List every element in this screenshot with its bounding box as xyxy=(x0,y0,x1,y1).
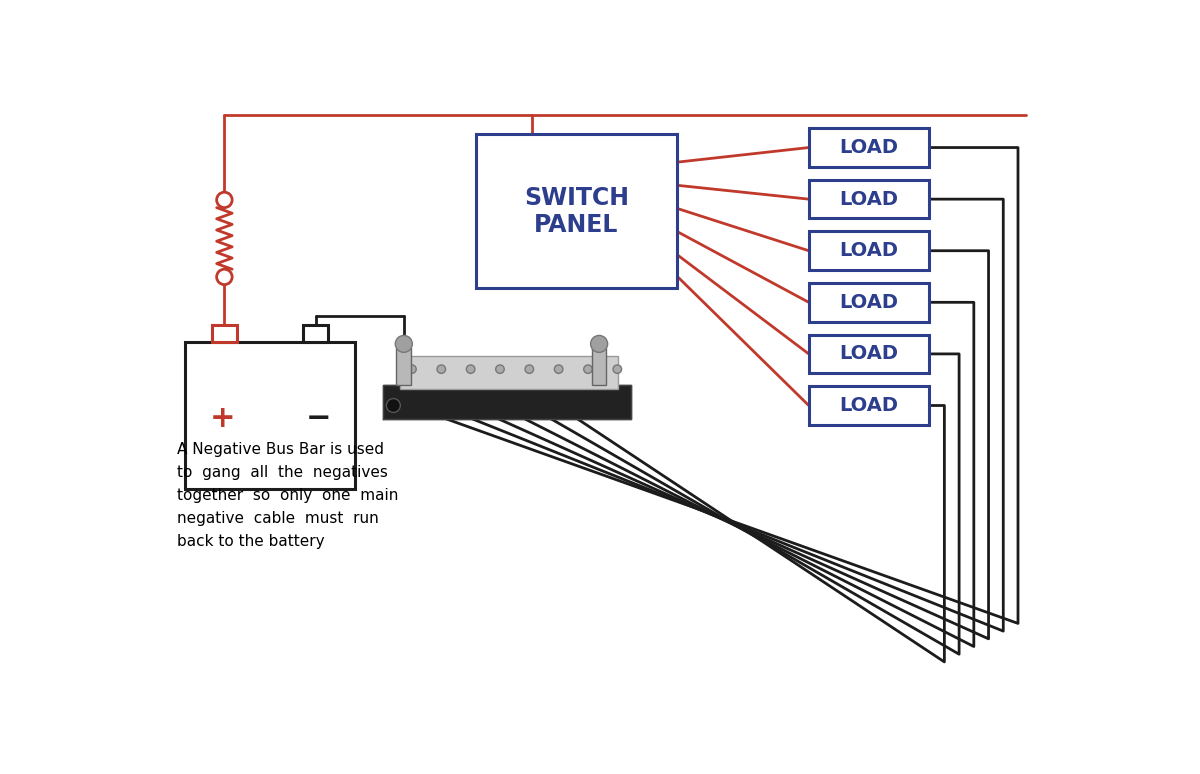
Bar xyxy=(400,356,618,389)
Bar xyxy=(809,180,929,218)
Circle shape xyxy=(217,192,232,207)
Circle shape xyxy=(526,365,534,373)
Bar xyxy=(304,325,329,342)
Text: LOAD: LOAD xyxy=(839,344,899,364)
Text: A Negative Bus Bar is used
to  gang  all  the  negatives
together  so  only  one: A Negative Bus Bar is used to gang all t… xyxy=(178,443,398,549)
Circle shape xyxy=(217,269,232,285)
Circle shape xyxy=(554,365,563,373)
Circle shape xyxy=(613,365,622,373)
Circle shape xyxy=(583,365,593,373)
Circle shape xyxy=(590,335,607,352)
Bar xyxy=(475,135,677,289)
Bar xyxy=(809,334,929,373)
Bar xyxy=(809,128,929,167)
Text: +: + xyxy=(209,404,235,433)
Circle shape xyxy=(437,365,445,373)
Text: LOAD: LOAD xyxy=(839,241,899,260)
Circle shape xyxy=(395,335,413,352)
Bar xyxy=(396,348,412,385)
Bar xyxy=(185,342,355,488)
Text: LOAD: LOAD xyxy=(839,138,899,157)
Text: LOAD: LOAD xyxy=(839,293,899,312)
Text: SWITCH
PANEL: SWITCH PANEL xyxy=(523,186,629,238)
Text: LOAD: LOAD xyxy=(839,396,899,415)
Bar xyxy=(809,231,929,270)
Text: −: − xyxy=(306,404,331,433)
Circle shape xyxy=(496,365,504,373)
Bar xyxy=(809,283,929,321)
Polygon shape xyxy=(383,385,630,420)
Bar xyxy=(592,348,606,385)
Bar xyxy=(809,386,929,425)
Circle shape xyxy=(467,365,475,373)
Bar xyxy=(212,325,236,342)
Circle shape xyxy=(408,365,416,373)
Circle shape xyxy=(386,399,401,413)
Text: LOAD: LOAD xyxy=(839,190,899,209)
